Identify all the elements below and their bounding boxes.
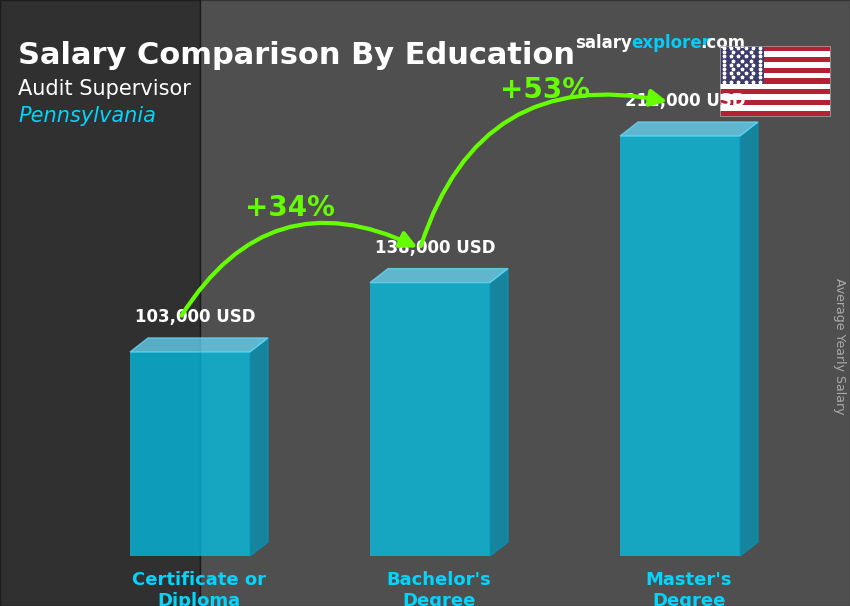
FancyArrowPatch shape: [421, 91, 663, 246]
Polygon shape: [620, 122, 758, 136]
Polygon shape: [490, 268, 508, 556]
Polygon shape: [250, 338, 268, 556]
FancyBboxPatch shape: [720, 73, 830, 78]
FancyBboxPatch shape: [720, 95, 830, 100]
FancyBboxPatch shape: [720, 100, 830, 105]
Text: Certificate or
Diploma: Certificate or Diploma: [132, 571, 266, 606]
FancyArrowPatch shape: [182, 223, 413, 316]
Text: Salary Comparison By Education: Salary Comparison By Education: [18, 41, 575, 70]
FancyBboxPatch shape: [720, 105, 830, 111]
Text: explorer: explorer: [631, 34, 710, 52]
Text: Master's
Degree: Master's Degree: [646, 571, 732, 606]
FancyBboxPatch shape: [130, 352, 250, 556]
Text: salary: salary: [575, 34, 632, 52]
Text: Audit Supervisor: Audit Supervisor: [18, 79, 191, 99]
FancyBboxPatch shape: [720, 111, 830, 116]
FancyBboxPatch shape: [0, 0, 200, 606]
FancyBboxPatch shape: [720, 89, 830, 95]
FancyBboxPatch shape: [720, 46, 764, 84]
FancyBboxPatch shape: [720, 57, 830, 62]
FancyBboxPatch shape: [720, 52, 830, 57]
Polygon shape: [130, 338, 268, 352]
FancyBboxPatch shape: [720, 46, 830, 52]
Text: Average Yearly Salary: Average Yearly Salary: [834, 278, 847, 415]
Text: .com: .com: [700, 34, 745, 52]
Text: Bachelor's
Degree: Bachelor's Degree: [387, 571, 491, 606]
Text: Pennsylvania: Pennsylvania: [18, 106, 156, 126]
FancyBboxPatch shape: [620, 136, 740, 556]
Polygon shape: [740, 122, 758, 556]
FancyBboxPatch shape: [200, 0, 850, 606]
FancyBboxPatch shape: [720, 62, 830, 67]
Text: 103,000 USD: 103,000 USD: [135, 308, 256, 326]
FancyBboxPatch shape: [720, 84, 830, 89]
Text: +53%: +53%: [500, 76, 590, 104]
Polygon shape: [370, 268, 508, 282]
Text: +34%: +34%: [245, 195, 335, 222]
Text: 212,000 USD: 212,000 USD: [625, 92, 745, 110]
FancyBboxPatch shape: [720, 78, 830, 84]
Text: 138,000 USD: 138,000 USD: [375, 239, 496, 256]
FancyBboxPatch shape: [370, 282, 490, 556]
FancyBboxPatch shape: [720, 67, 830, 73]
